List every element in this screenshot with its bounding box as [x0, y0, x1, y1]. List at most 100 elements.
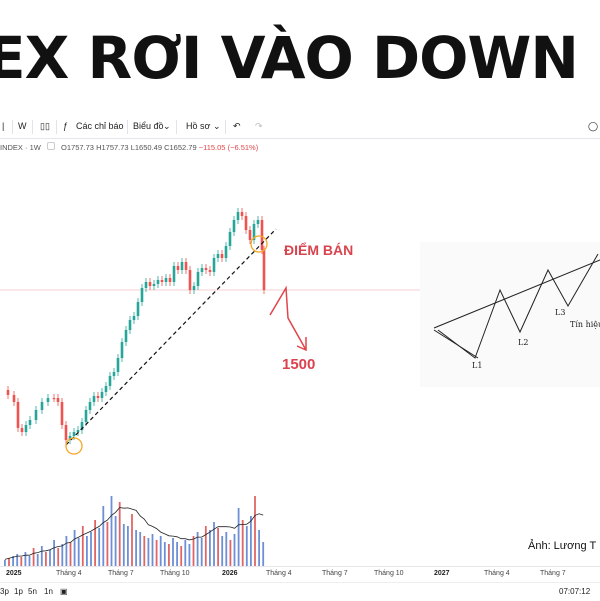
candle-body — [140, 288, 144, 302]
toolbar-divider — [225, 120, 226, 134]
volume-bar — [81, 526, 84, 566]
range-1n[interactable]: 1n — [44, 587, 53, 596]
candle-body — [64, 425, 68, 440]
candle-body — [16, 402, 20, 428]
candle-body — [34, 410, 38, 420]
time-axis-label: Tháng 7 — [108, 570, 134, 577]
time-axis-label: Tháng 10 — [374, 570, 404, 577]
ohlc-legend: INDEX · 1W O1757.73 H1757.73 L1650.49 C1… — [0, 142, 258, 152]
volume-bar — [40, 546, 43, 566]
calendar-icon[interactable]: ▣ — [60, 587, 68, 596]
toolbar-divider — [32, 120, 33, 134]
volume-bar — [176, 542, 178, 566]
range-1p[interactable]: 1p — [14, 587, 23, 596]
candle-body — [20, 428, 24, 432]
candle-body — [40, 402, 44, 410]
candle-body — [224, 246, 228, 258]
volume-bar — [73, 530, 76, 566]
volume-bar — [57, 548, 60, 566]
toolbar-divider — [127, 120, 128, 134]
symbol-label[interactable]: INDEX · 1W — [0, 143, 41, 152]
volume-bar — [151, 534, 154, 566]
candle-body — [52, 398, 56, 400]
volume-bar — [213, 522, 215, 566]
volume-bar — [4, 560, 6, 566]
volume-bar — [241, 520, 244, 566]
toolbar-divider — [176, 120, 177, 134]
chevron-down-icon[interactable]: ⌄ — [163, 121, 171, 131]
volume-bar — [221, 536, 224, 566]
toolbar-divider — [56, 120, 57, 134]
volume-bar — [172, 538, 174, 566]
volume-bar — [106, 522, 109, 566]
volume-bar — [200, 538, 203, 566]
profile-button[interactable]: Hồ sơ — [186, 121, 211, 131]
candle-body — [236, 212, 240, 220]
candle-body — [172, 266, 176, 282]
volume-bar — [24, 552, 27, 566]
candlestick-series — [6, 208, 266, 444]
candle-body — [144, 282, 148, 288]
candle-body — [80, 422, 84, 430]
volume-bar — [135, 530, 137, 566]
candle-body — [12, 395, 16, 402]
candle-body — [56, 398, 60, 402]
volume-bar — [131, 514, 133, 566]
inset-label-l1: L1 — [472, 361, 483, 370]
volume-bar — [28, 556, 31, 566]
interval-button[interactable]: W — [18, 121, 27, 131]
price-chart[interactable] — [0, 140, 600, 566]
volume-bar — [90, 532, 92, 566]
settings-icon[interactable]: ◯ — [588, 121, 599, 131]
arrow-head-icon — [296, 337, 307, 352]
volume-bar — [127, 526, 129, 566]
volume-bar — [69, 542, 72, 566]
volume-bar — [196, 532, 199, 566]
trendline-start-marker — [65, 437, 83, 455]
volume-bar — [45, 552, 47, 566]
time-axis-label: Tháng 4 — [56, 570, 82, 577]
chevron-down-icon[interactable]: ⌄ — [213, 121, 221, 131]
candle-body — [148, 282, 152, 286]
redo-icon[interactable]: ↷ — [255, 121, 263, 131]
indicators-icon[interactable]: ƒ — [63, 121, 69, 131]
candle-body — [132, 316, 136, 320]
candle-body — [216, 254, 220, 258]
volume-bar — [94, 520, 96, 566]
candle-body — [208, 270, 212, 272]
candle-body — [248, 230, 252, 240]
volume-bar — [188, 544, 191, 566]
volume-bar — [217, 528, 219, 566]
low-value: L1650.49 — [130, 143, 162, 152]
candle-body — [164, 278, 168, 282]
volume-bar — [77, 538, 80, 566]
toolbar-divider — [12, 120, 13, 134]
volume-bar — [163, 542, 166, 566]
time-axis[interactable]: 2025 Tháng 4 Tháng 7 Tháng 10 2026 Tháng 4 Thá… — [0, 566, 600, 581]
indicators-button[interactable]: Các chỉ báo — [76, 121, 124, 131]
candle-body — [240, 212, 244, 216]
volume-series — [4, 496, 265, 566]
candle-body — [128, 320, 132, 330]
time-axis-label: 2025 — [6, 570, 22, 577]
range-5n[interactable]: 5n — [28, 587, 37, 596]
chart-type-button[interactable]: Biểu đồ — [133, 121, 164, 131]
chart-toolbar: | W ▯▯ ƒ Các chỉ báo Biểu đồ ⌄ Hồ sơ ⌄ ↶… — [0, 116, 600, 139]
volume-bar — [233, 534, 236, 566]
volume-bar — [8, 558, 10, 566]
undo-icon[interactable]: ↶ — [233, 121, 241, 131]
time-axis-label: 2027 — [434, 570, 450, 577]
toolbar-edge-icon[interactable]: | — [2, 121, 5, 131]
pattern-inset: L1 L2 L3 Tín hiệu — [420, 242, 600, 387]
volume-bar — [86, 536, 88, 566]
target-price-label: 1500 — [282, 356, 316, 373]
range-3p[interactable]: 3p — [0, 587, 9, 596]
volume-bar — [245, 526, 248, 566]
candle-body — [262, 250, 266, 290]
volume-bar — [32, 548, 35, 566]
candle-type-icon[interactable]: ▯▯ — [40, 121, 50, 131]
candle-body — [28, 420, 32, 425]
candle-body — [112, 372, 116, 376]
candle-body — [232, 220, 236, 232]
inset-label-l2: L2 — [518, 338, 529, 347]
